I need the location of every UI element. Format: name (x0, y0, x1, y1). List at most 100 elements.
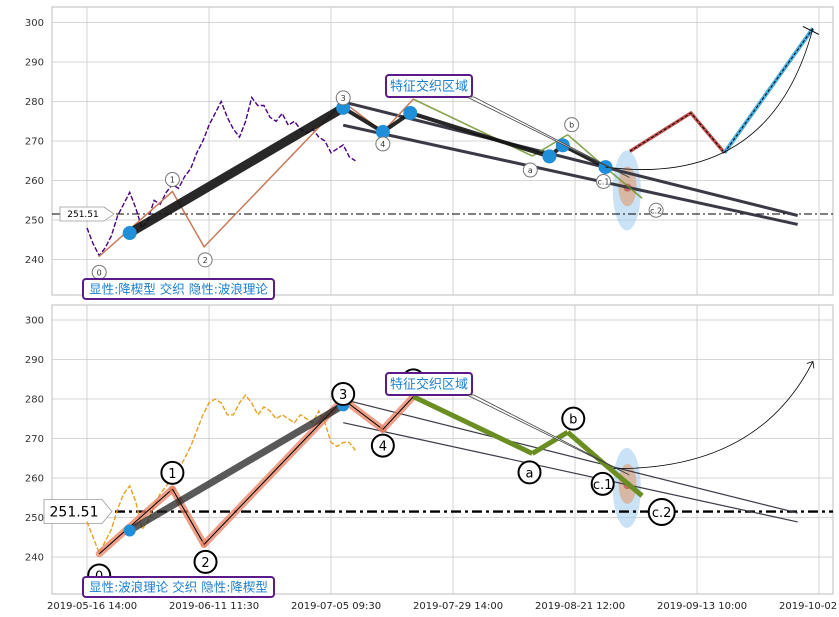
wave-segment-core (98, 488, 173, 555)
callout-label: 特征交织区域 (390, 377, 468, 393)
trend-line-lower (343, 422, 798, 523)
wave-label-marker (647, 497, 676, 526)
wave-label: b (569, 413, 577, 428)
pattern-point (403, 105, 418, 120)
x-tick-label: 2019-09-13 10:00 (657, 601, 747, 612)
reference-label-box (59, 206, 115, 222)
x-tick-label: 2019-08-21 12:00 (535, 601, 625, 612)
projection-arrowhead (806, 360, 815, 369)
pattern-point (123, 524, 136, 537)
projection-arc (605, 28, 814, 170)
wave-segment-core (382, 396, 414, 430)
wave-label-marker (517, 460, 542, 485)
wave-label: a (528, 166, 533, 175)
wave-label-marker (648, 202, 664, 218)
wave-label: 4 (379, 440, 387, 455)
caption-box (82, 278, 275, 300)
wave-label-marker (596, 173, 611, 189)
wave-label-marker (564, 117, 580, 133)
bottom-panel: 240250260270280290300251.51012345abc.1c.… (25, 304, 834, 598)
top-panel: 240250260270280290300251.51012345abc.1c.… (25, 6, 834, 300)
caption-box (82, 576, 275, 598)
projection-blue-core (723, 28, 814, 154)
x-tick-label: 2019-05-16 14:00 (47, 601, 137, 612)
trend-line-upper (343, 398, 798, 514)
y-tick-label: 240 (25, 255, 44, 266)
wave-label: 0 (97, 268, 102, 277)
plot-frame (51, 304, 834, 595)
trend-line-lower (342, 123, 798, 226)
y-tick-label: 300 (25, 316, 44, 327)
projection-arrowhead (802, 25, 820, 35)
y-tick-label: 270 (25, 137, 44, 148)
projection-red-core (629, 112, 725, 154)
wave-label-marker (197, 252, 213, 268)
callout-box (385, 74, 473, 98)
wave-label: 1 (168, 467, 176, 482)
wave-label: c.1 (597, 177, 609, 186)
callout-box (385, 372, 473, 396)
plot-frame (51, 6, 834, 296)
price-series (86, 95, 356, 257)
wave-label: 3 (341, 94, 346, 103)
y-tick-label: 260 (25, 176, 44, 187)
wave-label: 3 (339, 388, 347, 403)
grid (52, 7, 833, 295)
wave-label-marker (160, 460, 185, 485)
x-tick-label: 2019-10-02 13:00 (779, 601, 839, 612)
wave-label-marker (375, 136, 391, 152)
corrective-segment (604, 166, 643, 199)
pattern-segment (125, 103, 348, 238)
trend-line-upper (342, 100, 799, 217)
x-tick-label: 2019-07-29 14:00 (413, 601, 503, 612)
grid (52, 305, 833, 594)
callout-label: 特征交织区域 (390, 79, 468, 95)
wave-segment (98, 190, 174, 258)
pattern-point (375, 124, 390, 139)
y-tick-label: 240 (25, 553, 44, 564)
corrective-segment (412, 394, 534, 456)
y-tick-label: 250 (25, 513, 44, 524)
wave-label: 2 (201, 556, 209, 571)
reference-label: 251.51 (67, 210, 99, 220)
reference-label: 251.51 (50, 505, 99, 521)
y-tick-label: 280 (25, 97, 44, 108)
wave-label-marker (590, 471, 615, 496)
callout-pointer (466, 96, 630, 178)
y-tick-label: 290 (25, 355, 44, 366)
pattern-segment (408, 110, 552, 159)
pattern-segment (560, 143, 608, 170)
wave-label-marker (335, 90, 351, 106)
y-tick-label: 290 (25, 58, 44, 69)
reference-label-box (43, 499, 113, 524)
wave-label: c.1 (593, 478, 613, 493)
wave-label: c.2 (650, 206, 662, 215)
projection-arc (613, 361, 814, 469)
wave-segment-core (342, 398, 384, 430)
y-tick-label: 260 (25, 474, 44, 485)
pattern-point (122, 226, 137, 241)
x-tick-label: 2019-07-05 09:30 (291, 601, 381, 612)
wave-label-marker (522, 162, 538, 178)
wave-segment-core (171, 488, 205, 545)
wave-label: 4 (380, 140, 385, 149)
caption-label: 显性:波浪理论 交织 隐性:降楔型 (89, 580, 268, 595)
corrective-segment (603, 463, 644, 498)
y-tick-label: 250 (25, 216, 44, 227)
x-axis: 2019-05-16 14:00 2019-06-11 11:30 2019-07-… (47, 601, 839, 612)
y-tick-label: 280 (25, 395, 44, 406)
wave-label: 1 (170, 176, 175, 185)
pattern-segment (126, 401, 347, 535)
wave-label-marker (561, 406, 586, 431)
wave-label-marker (193, 549, 218, 574)
x-tick-label: 2019-06-11 11:30 (169, 601, 259, 612)
wave-label: 2 (203, 256, 208, 265)
wave-segment-core (203, 399, 344, 545)
pattern-point (542, 149, 557, 164)
wave-label: a (526, 466, 534, 481)
callout-pointer (466, 394, 630, 476)
wave-label-marker (331, 381, 356, 406)
wave-label-marker (164, 172, 180, 188)
wave-label-marker (370, 433, 395, 458)
